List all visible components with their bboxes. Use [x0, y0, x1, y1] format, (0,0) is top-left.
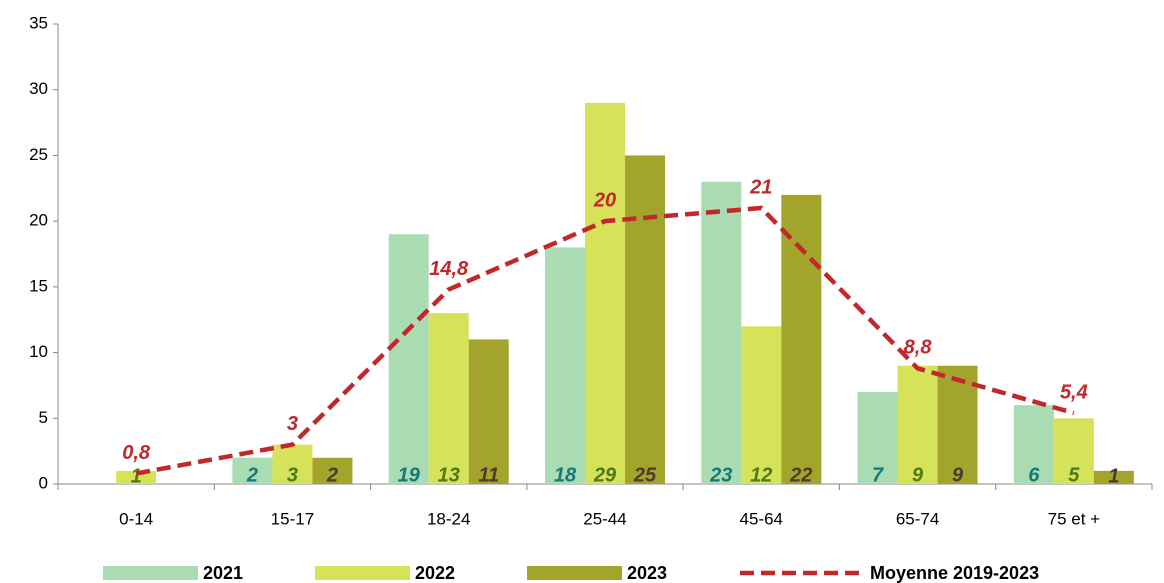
data-label: 1: [131, 466, 142, 488]
data-label: 23: [709, 464, 732, 486]
x-tick-label: 25-44: [583, 509, 626, 528]
legend-swatch: [103, 566, 198, 580]
data-label: 9: [912, 464, 924, 486]
bar: [741, 326, 782, 484]
line-label: 0,8: [122, 442, 151, 464]
bar: [897, 365, 938, 484]
data-label: 1: [1108, 466, 1119, 488]
bar: [1093, 470, 1134, 484]
x-tick-label: 18-24: [427, 509, 470, 528]
legend-label: 2021: [203, 563, 243, 583]
x-tick-label: 45-64: [740, 509, 783, 528]
legend-label: 2022: [415, 563, 455, 583]
bar: [701, 181, 742, 484]
data-label: 18: [554, 464, 577, 486]
bar: [545, 247, 585, 484]
bar: [232, 457, 273, 484]
x-tick-label: 15-17: [271, 509, 314, 528]
data-label: 3: [287, 464, 298, 486]
x-tick-label: 65-74: [896, 509, 939, 528]
legend-swatch: [315, 566, 410, 580]
y-tick-label: 0: [39, 473, 48, 492]
bar: [937, 365, 978, 484]
bar: [428, 313, 469, 484]
line-label: 8,8: [904, 337, 933, 359]
bar: [857, 392, 898, 484]
bar: [388, 234, 429, 484]
data-label: 11: [478, 464, 499, 486]
y-tick-label: 5: [39, 408, 48, 427]
x-tick-label: 0-14: [119, 509, 153, 528]
data-label: 9: [952, 464, 964, 486]
data-label: 13: [438, 464, 460, 486]
data-label: 25: [633, 464, 657, 486]
y-tick-label: 25: [29, 145, 48, 164]
bar: [585, 102, 625, 484]
data-label: 2: [326, 464, 338, 486]
y-tick-label: 10: [29, 342, 48, 361]
line-label: 5,4: [1060, 381, 1088, 403]
legend-label: Moyenne 2019-2023: [870, 563, 1039, 583]
data-label: 29: [593, 464, 617, 486]
line-label: 3: [287, 413, 298, 435]
y-tick-label: 15: [29, 276, 48, 295]
x-tick-label: 75 et +: [1048, 509, 1101, 528]
line-label: 20: [593, 189, 616, 211]
bar: [1013, 405, 1054, 484]
y-tick-label: 30: [29, 79, 48, 98]
bar: [1053, 418, 1094, 484]
y-tick-label: 35: [29, 13, 48, 32]
line: [135, 205, 1075, 476]
bar: [781, 194, 822, 484]
bar: [625, 155, 665, 484]
line-label: 21: [749, 176, 772, 198]
legend-label: 2023: [627, 563, 667, 583]
data-label: 6: [1028, 464, 1040, 486]
bar: [468, 339, 509, 484]
data-label: 19: [398, 464, 421, 486]
legend-swatch: [527, 566, 622, 580]
bar: [116, 470, 157, 484]
line-label: 14,8: [429, 258, 469, 280]
y-tick-label: 20: [29, 211, 48, 230]
data-label: 5: [1068, 464, 1080, 486]
data-label: 7: [872, 464, 884, 486]
bar: [272, 444, 313, 484]
data-label: 22: [789, 464, 812, 486]
data-label: 12: [750, 464, 772, 486]
bar: [312, 457, 353, 484]
data-label: 2: [246, 464, 258, 486]
